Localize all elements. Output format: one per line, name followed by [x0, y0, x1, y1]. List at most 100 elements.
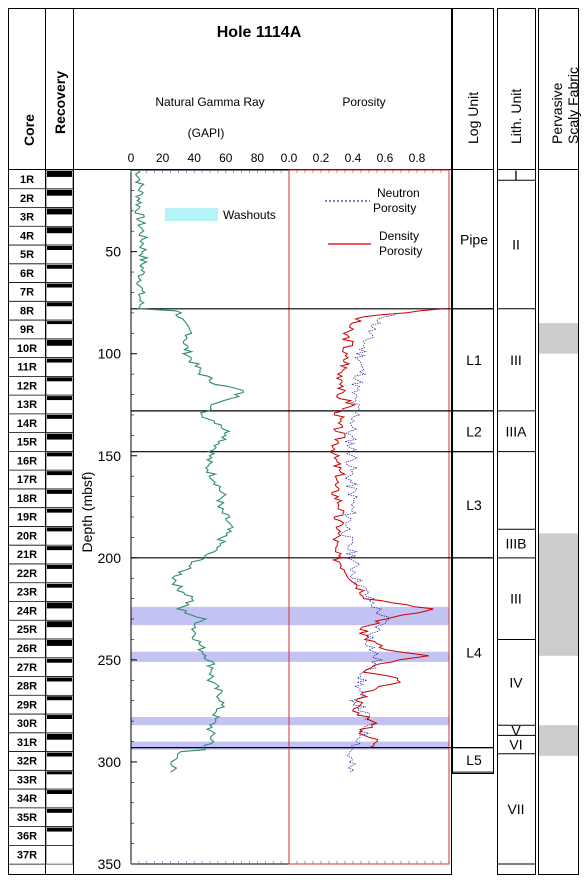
- recovery-bar: [47, 564, 72, 569]
- density-legend-line1: Density: [379, 229, 419, 243]
- scaly-band: [539, 725, 578, 756]
- neutron-legend-line2: Porosity: [373, 201, 416, 215]
- core-label: 26R: [17, 643, 37, 655]
- recovery-bar: [47, 696, 72, 701]
- log-unit-label: L4: [466, 645, 482, 661]
- recovery-bar: [47, 546, 72, 551]
- depth-tick-label: 250: [98, 652, 122, 668]
- lith-unit-label: VI: [509, 737, 522, 753]
- washout-band: [131, 717, 449, 726]
- recovery-bar: [47, 489, 72, 494]
- core-label: 30R: [17, 718, 37, 730]
- porosity-tick-label: 0.0: [281, 151, 298, 165]
- recovery-bar: [47, 602, 72, 609]
- core-label: 34R: [17, 793, 37, 805]
- recovery-bar: [47, 471, 72, 476]
- recovery-bar: [47, 339, 72, 346]
- density-legend-line2: Porosity: [379, 244, 422, 258]
- lith-unit-label: IV: [509, 674, 523, 690]
- depth-tick-label: 300: [98, 754, 122, 770]
- recovery-bar: [47, 414, 72, 419]
- lith-unit-label: III: [510, 352, 522, 368]
- core-label: 33R: [17, 774, 37, 786]
- lith-unit-label: IIIB: [505, 536, 526, 552]
- core-label: 12R: [17, 380, 37, 392]
- recovery-bar: [47, 827, 72, 832]
- core-label: 10R: [17, 343, 37, 355]
- core-label: 3R: [20, 212, 34, 224]
- core-label: 11R: [17, 362, 37, 374]
- porosity-tick-label: 0.2: [313, 151, 330, 165]
- recovery-bar: [47, 396, 72, 401]
- depth-tick-label: 100: [98, 346, 122, 362]
- depth-tick-label: 200: [98, 550, 122, 566]
- recovery-bar: [47, 508, 72, 513]
- core-label: 35R: [17, 812, 37, 824]
- core-label: 23R: [17, 587, 37, 599]
- core-interval: [45, 845, 74, 865]
- recovery-bar: [47, 208, 72, 215]
- lith-unit-label: II: [512, 237, 520, 253]
- washouts-legend-label: Washouts: [223, 208, 276, 222]
- gamma-tick-label: 20: [156, 151, 170, 165]
- gamma-axis: 0 20 40 60 80: [128, 151, 290, 864]
- neutron-legend-label: Neutron Porosity: [373, 186, 423, 215]
- scaly-fabric-column: [539, 323, 578, 756]
- log-unit-label: L2: [466, 423, 482, 439]
- core-label: 18R: [17, 493, 37, 505]
- density-porosity-curve: [328, 308, 444, 749]
- recovery-bar: [47, 527, 72, 532]
- porosity-tick-label: 0.4: [345, 151, 362, 165]
- core-label: 29R: [17, 699, 37, 711]
- core-label: 22R: [17, 568, 37, 580]
- log-unit-column: Pipe L1 L2 L3 L4 L5: [453, 231, 493, 773]
- core-label: 13R: [17, 399, 37, 411]
- recovery-bar: [47, 808, 72, 813]
- core-label: 24R: [17, 605, 37, 617]
- recovery-bar: [47, 377, 72, 382]
- chart-title: Hole 1114A: [217, 24, 302, 41]
- recovery-bar: [47, 621, 72, 628]
- log-unit-label: L1: [466, 352, 482, 368]
- core-label: 5R: [20, 249, 34, 261]
- gamma-tick-label: 80: [251, 151, 265, 165]
- gamma-track-unit: (GAPI): [188, 126, 225, 140]
- washouts-legend-swatch: [165, 208, 218, 221]
- core-label: 17R: [17, 474, 37, 486]
- porosity-tick-label: 0.8: [409, 151, 426, 165]
- recovery-bar: [47, 171, 72, 177]
- porosity-tick-label: 0.6: [377, 151, 394, 165]
- recovery-bar: [47, 733, 72, 740]
- recovery-bar: [47, 658, 72, 663]
- core-column: 1R 2R 3R 4R 5R 6R 7R 8R 9R 10R 11R 12R 13R 14R 15R 16R 1…: [9, 174, 45, 865]
- core-label: 6R: [20, 268, 34, 280]
- lith-unit-label: VII: [507, 801, 524, 817]
- lith-unit-header: Lith. Unit: [508, 89, 524, 144]
- washout-band: [131, 651, 449, 662]
- depth-axis: 50 100 150 200 250 300 350: [98, 170, 449, 872]
- core-column-header: Core: [21, 114, 37, 146]
- porosity-axis: 0.0 0.2 0.4 0.6 0.8: [281, 151, 450, 865]
- recovery-bar: [47, 715, 72, 719]
- log-unit-header: Log Unit: [465, 92, 481, 144]
- core-label: 20R: [17, 530, 37, 542]
- scaly-fabric-header-line1: Pervasive: [549, 82, 565, 144]
- log-unit-label: L5: [466, 752, 482, 768]
- recovery-bar: [47, 677, 72, 682]
- washout-band: [131, 606, 449, 626]
- core-label: 15R: [17, 437, 37, 449]
- lith-unit-label: IIIA: [505, 423, 527, 439]
- core-label: 32R: [17, 756, 37, 768]
- gamma-tick-label: 40: [188, 151, 202, 165]
- recovery-bar: [47, 583, 72, 588]
- core-label: 2R: [20, 193, 34, 205]
- recovery-bar: [47, 227, 72, 234]
- recovery-bar: [47, 246, 72, 250]
- neutron-legend-line1: Neutron: [377, 186, 420, 200]
- recovery-bar: [47, 264, 72, 269]
- core-label: 19R: [17, 512, 37, 524]
- depth-tick-label: 50: [105, 244, 121, 260]
- core-label: 14R: [17, 418, 37, 430]
- core-label: 27R: [17, 662, 37, 674]
